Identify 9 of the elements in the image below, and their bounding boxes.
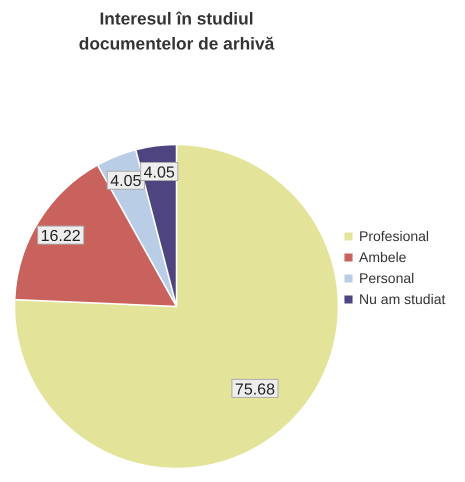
data-label: 4.05 xyxy=(144,164,175,182)
legend-label: Profesional xyxy=(359,228,430,244)
legend-label: Nu am studiat xyxy=(359,291,446,307)
data-label: 75.68 xyxy=(234,381,276,398)
chart-title: Interesul în studiul documentelor de arhivă xyxy=(78,8,275,54)
legend-label: Personal xyxy=(359,270,414,286)
data-label: 16.22 xyxy=(40,228,81,246)
data-label: 4.05 xyxy=(110,173,142,190)
legend-label: Ambele xyxy=(359,249,406,265)
